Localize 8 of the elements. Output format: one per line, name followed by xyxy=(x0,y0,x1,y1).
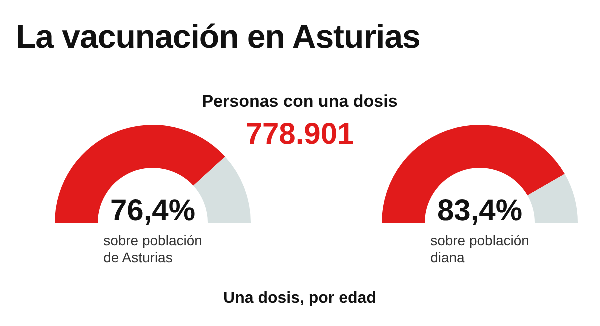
text: Una dosis, por edad xyxy=(222,290,378,308)
data-label: 83,4% xyxy=(437,194,523,228)
text: La vacunación en Asturias xyxy=(16,18,420,56)
text: 778.901 xyxy=(244,118,356,152)
text: sobre población de Asturias xyxy=(104,232,202,266)
text: Personas con una dosis xyxy=(201,92,399,112)
data-label: 76,4% xyxy=(110,194,196,228)
text: sobre población diana xyxy=(430,232,530,266)
